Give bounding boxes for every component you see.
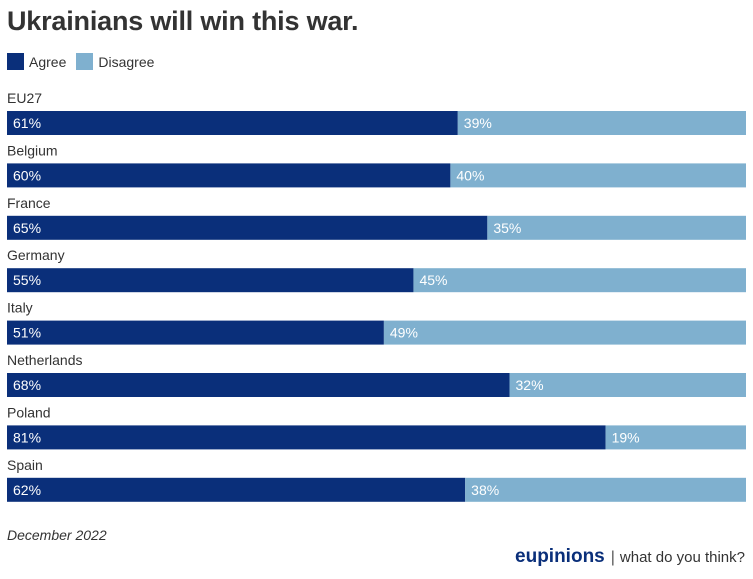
bar-disagree-france [487,215,746,240]
chart-title: Ukrainians will win this war. [7,6,359,36]
bar-disagree-germany [413,268,746,293]
category-label-netherlands: Netherlands [7,352,83,368]
brand-logo: eupinions [515,546,605,567]
data-label-agree-germany: 55% [13,272,41,288]
bar-disagree-eu27 [457,111,746,135]
chart-legend: Agree Disagree [7,53,164,70]
date-note: December 2022 [7,527,107,543]
data-label-agree-italy: 51% [13,325,41,341]
data-label-disagree-germany: 45% [419,272,447,288]
bar-agree-spain [7,477,466,502]
legend-item-agree: Agree [7,53,66,70]
bar-disagree-poland [605,425,746,450]
legend-label-agree: Agree [29,53,67,70]
bar-disagree-belgium [450,163,746,188]
brand-footer: eupinions | what do you think? [515,546,745,568]
data-label-disagree-france: 35% [493,220,521,236]
brand-tagline: what do you think? [619,549,745,566]
data-label-disagree-belgium: 40% [456,167,484,183]
brand-separator: | [610,549,615,566]
legend-label-disagree: Disagree [98,53,155,70]
data-label-agree-poland: 81% [13,429,41,445]
bar-agree-poland [7,425,606,450]
legend-swatch-agree [7,53,24,70]
bar-agree-belgium [7,163,451,188]
category-label-eu27: EU27 [7,90,42,106]
category-label-italy: Italy [7,300,33,316]
data-label-agree-france: 65% [13,220,41,236]
bar-agree-germany [7,268,414,293]
data-label-disagree-spain: 38% [471,482,499,498]
data-label-disagree-italy: 49% [390,325,418,341]
category-label-germany: Germany [7,247,65,263]
bar-agree-netherlands [7,373,510,397]
bar-disagree-spain [465,477,746,502]
data-label-agree-eu27: 61% [13,115,41,131]
category-label-spain: Spain [7,457,43,473]
legend-swatch-disagree [76,53,94,70]
category-label-france: France [7,195,51,211]
data-label-disagree-eu27: 39% [464,115,492,131]
data-label-agree-netherlands: 68% [13,377,41,393]
bar-disagree-netherlands [509,373,746,397]
category-label-poland: Poland [7,404,51,420]
data-label-agree-belgium: 60% [13,167,41,183]
bar-disagree-italy [383,320,746,345]
legend-item-disagree: Disagree [76,53,154,70]
bar-agree-italy [7,320,384,345]
data-label-disagree-poland: 19% [612,429,640,445]
bar-agree-eu27 [7,111,458,135]
bar-agree-france [7,215,488,240]
data-label-agree-spain: 62% [13,482,41,498]
category-label-belgium: Belgium [7,142,58,158]
data-label-disagree-netherlands: 32% [516,377,544,393]
